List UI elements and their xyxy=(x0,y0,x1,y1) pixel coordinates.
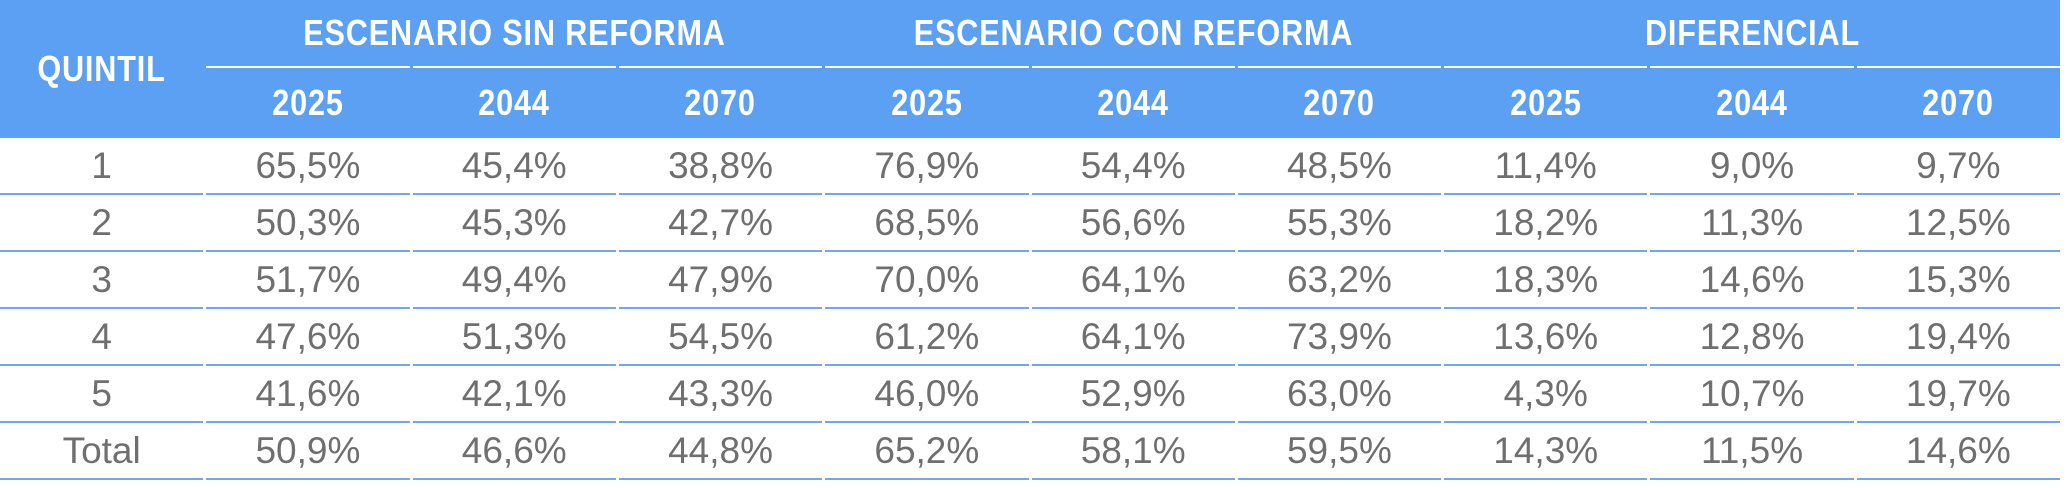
table-row: 1 65,5% 45,4% 38,8% 76,9% 54,4% 48,5% 11… xyxy=(0,138,2060,195)
value-cell: 45,3% xyxy=(412,195,616,252)
value-cell: 42,1% xyxy=(412,366,616,423)
value-cell: 38,8% xyxy=(618,138,823,195)
value-cell: 18,2% xyxy=(1444,195,1648,252)
year-header-label: 2044 xyxy=(478,82,550,123)
value-cell: 48,5% xyxy=(1237,138,1442,195)
value-cell: 42,7% xyxy=(618,195,823,252)
value-cell: 58,1% xyxy=(1031,423,1235,480)
table-header: QUINTIL ESCENARIO SIN REFORMA ESCENARIO … xyxy=(0,0,2060,138)
year-header-label: 2044 xyxy=(1716,82,1788,123)
value-cell: 46,6% xyxy=(412,423,616,480)
group-header-diferencial-label: DIFERENCIAL xyxy=(1644,12,1860,53)
group-header-sin-reforma-label: ESCENARIO SIN REFORMA xyxy=(302,12,726,53)
value-cell: 52,9% xyxy=(1031,366,1235,423)
group-header-diferencial: DIFERENCIAL xyxy=(1444,0,2060,66)
quintil-cell: Total xyxy=(0,423,204,480)
year-header-label: 2070 xyxy=(684,82,757,123)
table-row: 4 47,6% 51,3% 54,5% 61,2% 64,1% 73,9% 13… xyxy=(0,309,2060,366)
year-header-label: 2025 xyxy=(1509,82,1582,123)
year-header: 2025 xyxy=(206,66,410,138)
value-cell: 54,5% xyxy=(618,309,823,366)
year-header-label: 2044 xyxy=(1097,82,1169,123)
table-body: 1 65,5% 45,4% 38,8% 76,9% 54,4% 48,5% 11… xyxy=(0,138,2060,480)
value-cell: 43,3% xyxy=(618,366,823,423)
value-cell: 9,0% xyxy=(1650,138,1854,195)
table-row: 2 50,3% 45,3% 42,7% 68,5% 56,6% 55,3% 18… xyxy=(0,195,2060,252)
value-cell: 15,3% xyxy=(1856,252,2060,309)
year-header-label: 2025 xyxy=(272,82,344,123)
value-cell: 65,2% xyxy=(825,423,1029,480)
value-cell: 65,5% xyxy=(206,138,410,195)
value-cell: 64,1% xyxy=(1031,252,1235,309)
value-cell: 76,9% xyxy=(825,138,1029,195)
year-header: 2070 xyxy=(1856,66,2060,138)
value-cell: 55,3% xyxy=(1237,195,1442,252)
value-cell: 51,3% xyxy=(412,309,616,366)
value-cell: 14,6% xyxy=(1650,252,1854,309)
quintil-cell: 5 xyxy=(0,366,204,423)
value-cell: 49,4% xyxy=(412,252,616,309)
value-cell: 44,8% xyxy=(618,423,823,480)
value-cell: 73,9% xyxy=(1237,309,1442,366)
value-cell: 12,5% xyxy=(1856,195,2060,252)
year-header: 2070 xyxy=(1237,66,1442,138)
value-cell: 19,4% xyxy=(1856,309,2060,366)
year-header: 2025 xyxy=(825,66,1029,138)
group-header-con-reforma-label: ESCENARIO CON REFORMA xyxy=(913,12,1353,53)
value-cell: 63,2% xyxy=(1237,252,1442,309)
value-cell: 51,7% xyxy=(206,252,410,309)
value-cell: 50,9% xyxy=(206,423,410,480)
quintil-cell: 2 xyxy=(0,195,204,252)
value-cell: 19,7% xyxy=(1856,366,2060,423)
value-cell: 64,1% xyxy=(1031,309,1235,366)
value-cell: 11,3% xyxy=(1650,195,1854,252)
value-cell: 11,5% xyxy=(1650,423,1854,480)
quintil-column-header: QUINTIL xyxy=(0,0,203,138)
value-cell: 14,3% xyxy=(1444,423,1648,480)
table-row-total: Total 50,9% 46,6% 44,8% 65,2% 58,1% 59,5… xyxy=(0,423,2060,480)
group-header-sin-reforma: ESCENARIO SIN REFORMA xyxy=(206,0,822,66)
value-cell: 18,3% xyxy=(1444,252,1648,309)
value-cell: 70,0% xyxy=(825,252,1029,309)
value-cell: 47,9% xyxy=(618,252,823,309)
year-header: 2044 xyxy=(1650,66,1854,138)
value-cell: 13,6% xyxy=(1444,309,1648,366)
year-header-label: 2070 xyxy=(1303,82,1376,123)
value-cell: 61,2% xyxy=(825,309,1029,366)
quintil-cell: 1 xyxy=(0,138,204,195)
value-cell: 46,0% xyxy=(825,366,1029,423)
year-header: 2025 xyxy=(1444,66,1648,138)
value-cell: 63,0% xyxy=(1237,366,1442,423)
value-cell: 47,6% xyxy=(206,309,410,366)
year-header: 2070 xyxy=(618,66,823,138)
value-cell: 9,7% xyxy=(1856,138,2060,195)
value-cell: 56,6% xyxy=(1031,195,1235,252)
value-cell: 14,6% xyxy=(1856,423,2060,480)
quintil-cell: 3 xyxy=(0,252,204,309)
value-cell: 54,4% xyxy=(1031,138,1235,195)
year-header-label: 2025 xyxy=(891,82,963,123)
year-header-label: 2070 xyxy=(1922,82,1995,123)
value-cell: 50,3% xyxy=(206,195,410,252)
value-cell: 12,8% xyxy=(1650,309,1854,366)
year-header: 2044 xyxy=(412,66,616,138)
value-cell: 68,5% xyxy=(825,195,1029,252)
year-header: 2044 xyxy=(1031,66,1235,138)
value-cell: 11,4% xyxy=(1444,138,1648,195)
quintil-column-header-label: QUINTIL xyxy=(37,48,166,89)
table-row: 3 51,7% 49,4% 47,9% 70,0% 64,1% 63,2% 18… xyxy=(0,252,2060,309)
value-cell: 4,3% xyxy=(1444,366,1648,423)
value-cell: 45,4% xyxy=(412,138,616,195)
value-cell: 59,5% xyxy=(1237,423,1442,480)
quintil-cell: 4 xyxy=(0,309,204,366)
group-header-con-reforma: ESCENARIO CON REFORMA xyxy=(825,0,1441,66)
value-cell: 10,7% xyxy=(1650,366,1854,423)
value-cell: 41,6% xyxy=(206,366,410,423)
table-row: 5 41,6% 42,1% 43,3% 46,0% 52,9% 63,0% 4,… xyxy=(0,366,2060,423)
